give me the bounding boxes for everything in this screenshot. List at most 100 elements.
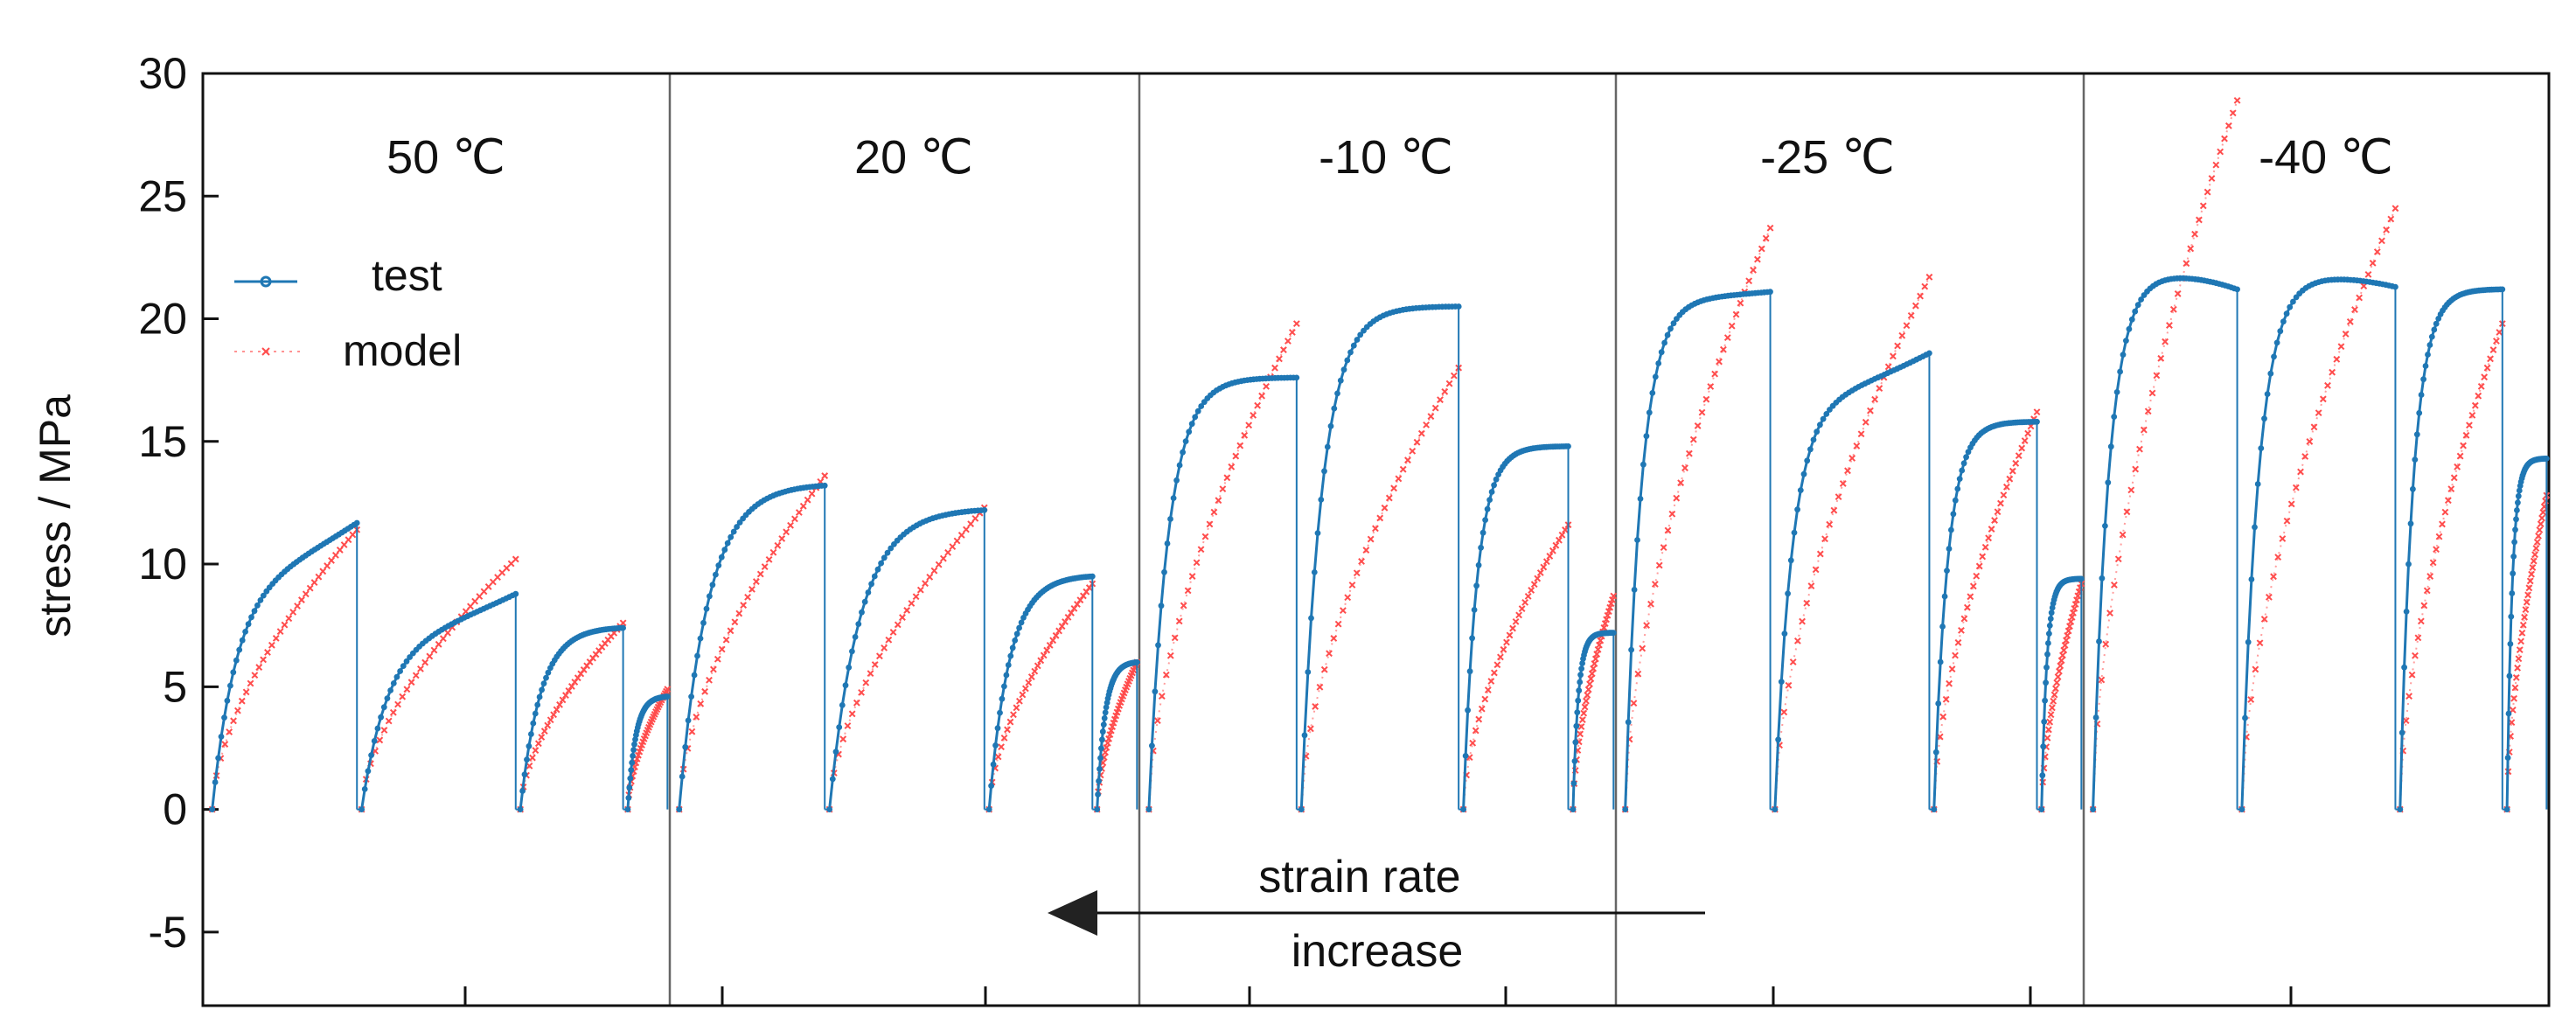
model-point <box>1166 651 1174 659</box>
y-tick-label: 0 <box>163 785 187 834</box>
model-point <box>1939 713 1947 721</box>
test-point <box>2407 520 2414 527</box>
test-point <box>888 545 895 552</box>
model-point <box>1655 561 1663 569</box>
model-curve <box>1773 276 1931 810</box>
model-point <box>2297 468 2304 476</box>
model-point <box>2212 161 2220 169</box>
model-point <box>2539 508 2547 516</box>
test-point <box>2261 415 2267 422</box>
model-point <box>2439 520 2446 528</box>
test-point <box>1946 546 1953 552</box>
model-point <box>2337 343 2345 351</box>
model-point <box>1481 695 1489 703</box>
model-point <box>1010 711 1017 719</box>
model-point <box>1306 725 1314 733</box>
test-point <box>218 734 225 740</box>
model-point <box>718 645 726 653</box>
model-point <box>748 585 755 593</box>
model-point <box>1450 372 1458 380</box>
test-point <box>1155 642 1161 649</box>
test-point <box>1347 349 1354 356</box>
model-point <box>1027 673 1035 680</box>
test-point <box>1103 704 1110 711</box>
model-point <box>2426 573 2434 580</box>
strain-rate-annotation: strain rate increase <box>1048 852 1705 977</box>
test-point <box>1012 637 1019 644</box>
test-point <box>1667 325 1674 332</box>
test-point <box>1664 331 1671 338</box>
panel-label: -10 ℃ <box>1319 131 1453 184</box>
model-point <box>1766 224 1774 232</box>
legend-entry-model: model <box>234 326 462 375</box>
model-point <box>1921 282 1929 290</box>
test-point <box>728 533 735 540</box>
y-tick-label: 20 <box>138 295 187 344</box>
model-point <box>2537 520 2545 528</box>
model-point <box>1588 670 1596 678</box>
model-point <box>2051 685 2059 693</box>
test-point <box>855 621 862 627</box>
test-point <box>1009 644 1016 651</box>
test-point <box>2046 630 2052 637</box>
test-point <box>2515 499 2521 506</box>
model-point <box>922 580 929 588</box>
test-point <box>1098 745 1104 752</box>
model-point <box>2496 329 2503 336</box>
legend-entry-test: test <box>234 251 442 300</box>
model-point <box>2102 640 2110 648</box>
test-point <box>1572 739 1579 746</box>
model-point <box>1723 334 1731 342</box>
model-point <box>2450 474 2458 482</box>
model-point <box>403 686 411 693</box>
model-point <box>1250 411 1257 419</box>
test-point <box>2403 609 2410 615</box>
model-point <box>1193 559 1201 567</box>
model-point <box>2417 617 2425 625</box>
model-point <box>2460 442 2467 449</box>
model-point <box>1102 749 1109 756</box>
model-point <box>2064 631 2071 639</box>
model-point <box>2114 555 2122 563</box>
model-point <box>664 686 672 693</box>
model-point <box>298 596 305 603</box>
model-point <box>1232 452 1240 460</box>
model-point <box>2538 514 2545 522</box>
model-point <box>1994 508 2002 516</box>
model-point <box>550 711 558 719</box>
test-point <box>521 771 528 777</box>
test-point <box>1158 603 1165 610</box>
test-point <box>1797 487 1804 493</box>
model-point <box>281 621 289 629</box>
test-point <box>1097 755 1104 762</box>
model-point <box>1353 569 1361 577</box>
model-point <box>2110 582 2118 589</box>
model-point <box>1750 266 1757 274</box>
test-point <box>2245 638 2252 645</box>
test-curve <box>1773 352 1931 810</box>
model-point <box>1952 651 1959 659</box>
model-point <box>1737 299 1744 307</box>
model-point <box>967 520 975 528</box>
test-point <box>1643 433 1650 440</box>
test-curve <box>519 626 623 810</box>
test-point <box>1096 777 1102 784</box>
model-point <box>774 541 782 549</box>
model-point <box>1500 645 1507 653</box>
model-point <box>1472 727 1479 735</box>
model-point <box>1019 691 1027 699</box>
model-point <box>512 555 519 563</box>
test-point <box>2510 554 2517 560</box>
model-point <box>1320 665 1328 673</box>
test-point <box>371 738 378 744</box>
model-point <box>2066 623 2073 630</box>
test-point <box>1305 669 1312 675</box>
model-point <box>1423 421 1431 428</box>
test-point <box>2397 806 2404 812</box>
test-point <box>1198 403 1205 409</box>
test-point <box>1794 506 1801 513</box>
model-point <box>1867 407 1874 414</box>
test-point <box>1661 339 1667 346</box>
model-point <box>706 676 713 684</box>
model-point <box>791 515 798 523</box>
